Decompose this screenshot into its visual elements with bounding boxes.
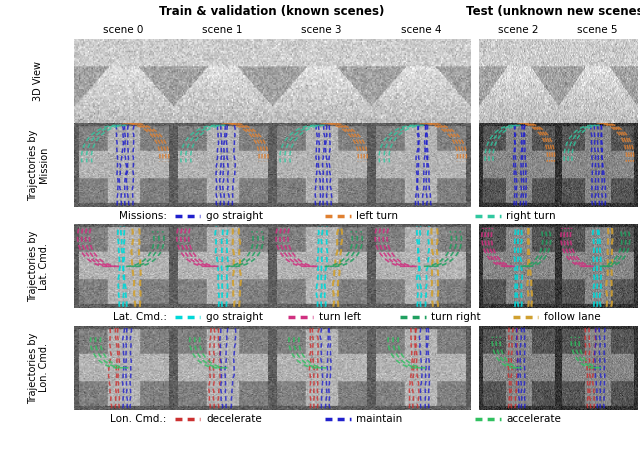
Text: decelerate: decelerate xyxy=(206,414,262,424)
Text: follow lane: follow lane xyxy=(544,312,600,322)
Text: Test (unknown new scenes): Test (unknown new scenes) xyxy=(467,5,640,18)
Text: Missions:: Missions: xyxy=(118,211,166,221)
Text: Trajectories by
Lon. Cmd.: Trajectories by Lon. Cmd. xyxy=(28,332,49,404)
Text: maintain: maintain xyxy=(356,414,403,424)
Text: Trajectories by
Lat. Cmd.: Trajectories by Lat. Cmd. xyxy=(28,231,49,302)
Text: Train & validation (known scenes): Train & validation (known scenes) xyxy=(159,5,385,18)
Text: turn right: turn right xyxy=(431,312,481,322)
Text: turn left: turn left xyxy=(319,312,360,322)
Text: accelerate: accelerate xyxy=(506,414,561,424)
Text: Trajectories by
Mission: Trajectories by Mission xyxy=(28,129,49,201)
Text: scene 5: scene 5 xyxy=(577,25,618,35)
Text: scene 2: scene 2 xyxy=(498,25,538,35)
Text: go straight: go straight xyxy=(206,312,263,322)
Text: scene 3: scene 3 xyxy=(301,25,342,35)
Text: left turn: left turn xyxy=(356,211,398,221)
Text: right turn: right turn xyxy=(506,211,556,221)
Text: 3D View: 3D View xyxy=(33,61,44,101)
Text: scene 4: scene 4 xyxy=(401,25,441,35)
Text: go straight: go straight xyxy=(206,211,263,221)
Text: scene 0: scene 0 xyxy=(103,25,143,35)
Text: Lon. Cmd.:: Lon. Cmd.: xyxy=(110,414,166,424)
Text: scene 1: scene 1 xyxy=(202,25,243,35)
Text: Lat. Cmd.:: Lat. Cmd.: xyxy=(113,312,166,322)
